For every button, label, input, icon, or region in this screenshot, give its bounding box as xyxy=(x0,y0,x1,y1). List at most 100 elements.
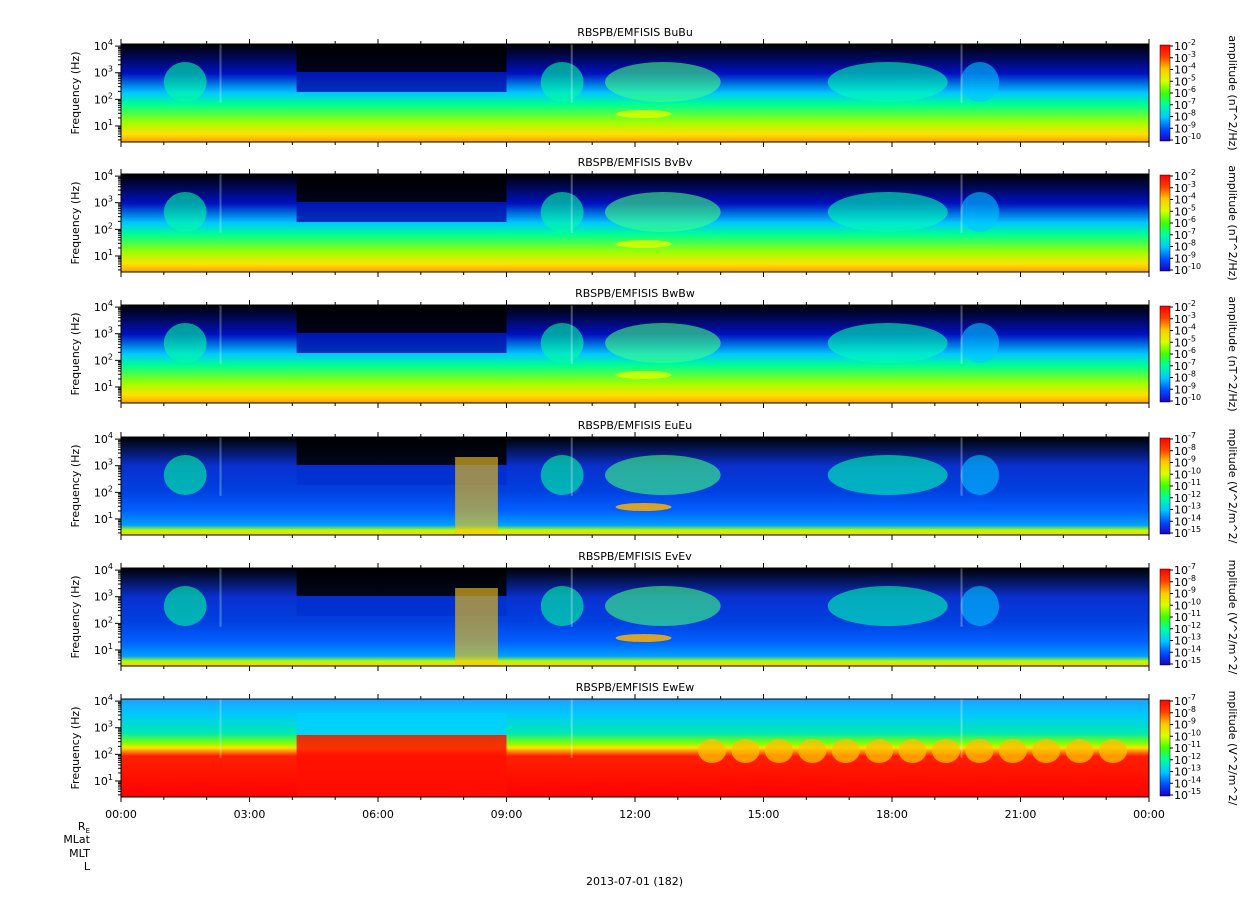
colorbar-tick-label: 10-7 xyxy=(1174,562,1196,577)
colorbar-tick-label: 10-5 xyxy=(1174,73,1196,88)
spectrogram-panel-3: RBSPB/EMFISIS BwBw Frequency (Hz) 101 102 10… xyxy=(69,287,1239,412)
ephemeris-label-mlat: MLat xyxy=(63,833,90,846)
y-tick-label: 104 xyxy=(94,299,113,314)
x-tick-label: 03:00 xyxy=(234,808,266,821)
colorbar-tick-label: 10-4 xyxy=(1174,62,1196,77)
colorbar-tick-label: 10-10 xyxy=(1174,597,1201,612)
y-tick-label: 101 xyxy=(94,511,113,526)
spectrogram-panel-6: RBSPB/EMFISIS EwEw Frequency (Hz) 101 102 10… xyxy=(69,681,1239,806)
colorbar-tick-label: 10-8 xyxy=(1174,443,1196,458)
colorbar-tick-label: 10-9 xyxy=(1174,586,1196,601)
colorbar-tick-label: 10-8 xyxy=(1174,574,1196,589)
colorbar-tick-label: 10-8 xyxy=(1174,239,1196,254)
spectral-features xyxy=(163,305,1000,379)
date-label: 2013-07-01 (182) xyxy=(586,875,684,888)
spectrogram-image xyxy=(121,699,1149,797)
ephemeris-label-l: L xyxy=(83,860,90,873)
colorbar-tick-label: 10-10 xyxy=(1174,466,1201,481)
colorbar-tick-label: 10-15 xyxy=(1174,525,1201,540)
y-tick-label: 102 xyxy=(94,484,113,499)
y-tick-label: 103 xyxy=(94,326,113,341)
y-tick-label: 104 xyxy=(94,562,113,577)
colorbar-tick-label: 10-7 xyxy=(1174,358,1196,373)
spectral-features xyxy=(219,699,1128,797)
spectrogram-panel-4: RBSPB/EMFISIS EuEu Frequency (Hz) 101 102 10… xyxy=(69,419,1239,544)
colorbar-tick-label: 10-2 xyxy=(1174,168,1196,183)
colorbar-tick-label: 10-10 xyxy=(1174,132,1201,147)
colorbar-tick-label: 10-10 xyxy=(1174,393,1201,408)
panel-title: RBSPB/EMFISIS EwEw xyxy=(576,681,694,694)
y-tick-label: 104 xyxy=(94,693,113,708)
y-tick-label: 104 xyxy=(94,168,113,183)
y-tick-label: 102 xyxy=(94,91,113,106)
colorbar-tick-label: 10-5 xyxy=(1174,334,1196,349)
y-tick-label: 102 xyxy=(94,221,113,236)
y-axis-label: Frequency (Hz) xyxy=(69,182,82,265)
spectral-features xyxy=(163,437,1000,535)
y-tick-label: 102 xyxy=(94,746,113,761)
colorbar-tick-label: 10-7 xyxy=(1174,97,1196,112)
y-tick-label: 103 xyxy=(94,458,113,473)
x-tick-label: 12:00 xyxy=(619,808,651,821)
colorbar-tick-label: 10-13 xyxy=(1174,633,1201,648)
y-tick-label: 103 xyxy=(94,589,113,604)
colorbar-tick-label: 10-9 xyxy=(1174,250,1196,265)
y-tick-label: 101 xyxy=(94,773,113,788)
spectrogram-panel-5: RBSPB/EMFISIS EvEv Frequency (Hz) 101 102 10… xyxy=(69,550,1239,675)
colorbar: 10-210-310-410-510-610-710-810-910-10 amp… xyxy=(1159,35,1239,151)
colorbar-gradient xyxy=(1159,699,1171,797)
colorbar-tick-label: 10-9 xyxy=(1174,120,1196,135)
colorbar-tick-label: 10-6 xyxy=(1174,85,1196,100)
colorbar-tick-label: 10-12 xyxy=(1174,621,1201,636)
y-tick-label: 104 xyxy=(94,431,113,446)
colorbar-tick-label: 10-8 xyxy=(1174,705,1196,720)
colorbar-label: mplitude (V^2/m^2/ xyxy=(1226,560,1239,675)
colorbar-gradient xyxy=(1159,174,1171,272)
colorbar-tick-label: 10-11 xyxy=(1174,740,1201,755)
colorbar-tick-label: 10-14 xyxy=(1174,644,1201,659)
x-tick-label: 21:00 xyxy=(1005,808,1037,821)
colorbar-gradient xyxy=(1159,305,1171,403)
x-tick-label: 00:00 xyxy=(1133,808,1165,821)
colorbar-tick-label: 10-6 xyxy=(1174,215,1196,230)
spectral-features xyxy=(163,44,1000,118)
colorbar-tick-label: 10-7 xyxy=(1174,227,1196,242)
x-tick-label: 09:00 xyxy=(491,808,523,821)
y-tick-label: 101 xyxy=(94,248,113,263)
colorbar-tick-label: 10-9 xyxy=(1174,717,1196,732)
colorbar-tick-label: 10-14 xyxy=(1174,775,1201,790)
y-tick-label: 101 xyxy=(94,379,113,394)
colorbar-tick-label: 10-12 xyxy=(1174,752,1201,767)
y-axis-label: Frequency (Hz) xyxy=(69,445,82,528)
colorbar-tick-label: 10-2 xyxy=(1174,38,1196,53)
y-tick-label: 103 xyxy=(94,720,113,735)
y-axis-label: Frequency (Hz) xyxy=(69,707,82,790)
y-tick-label: 101 xyxy=(94,642,113,657)
colorbar-tick-label: 10-15 xyxy=(1174,787,1201,802)
colorbar: 10-710-810-910-1010-1110-1210-1310-1410-… xyxy=(1159,560,1239,675)
y-tick-label: 104 xyxy=(94,38,113,53)
x-tick-label: 15:00 xyxy=(748,808,780,821)
colorbar: 10-710-810-910-1010-1110-1210-1310-1410-… xyxy=(1159,429,1239,544)
ephemeris-label-re: RE xyxy=(77,820,90,836)
spectrogram-panel-1: RBSPB/EMFISIS BuBu Frequency (Hz) 101 102 10… xyxy=(69,26,1239,151)
colorbar-label: mplitude (V^2/m^2/ xyxy=(1226,429,1239,544)
panel-title: RBSPB/EMFISIS BvBv xyxy=(578,156,693,169)
panel-title: RBSPB/EMFISIS EvEv xyxy=(578,550,692,563)
colorbar-tick-label: 10-7 xyxy=(1174,693,1196,708)
y-tick-label: 103 xyxy=(94,195,113,210)
colorbar-tick-label: 10-10 xyxy=(1174,262,1201,277)
colorbar-tick-label: 10-11 xyxy=(1174,609,1201,624)
colorbar-label: amplitude (nT^2/Hz) xyxy=(1226,165,1239,280)
y-axis-label: Frequency (Hz) xyxy=(69,313,82,396)
colorbar-tick-label: 10-7 xyxy=(1174,431,1196,446)
colorbar-tick-label: 10-3 xyxy=(1174,311,1196,326)
x-tick-label: 06:00 xyxy=(362,808,394,821)
colorbar-label: mplitude (V^2/m^2/ xyxy=(1226,691,1239,806)
colorbar-tick-label: 10-13 xyxy=(1174,764,1201,779)
colorbar-gradient xyxy=(1159,568,1171,666)
y-tick-label: 101 xyxy=(94,118,113,133)
ephemeris-label-mlt: MLT xyxy=(69,847,90,860)
y-tick-label: 102 xyxy=(94,615,113,630)
colorbar-tick-label: 10-10 xyxy=(1174,728,1201,743)
